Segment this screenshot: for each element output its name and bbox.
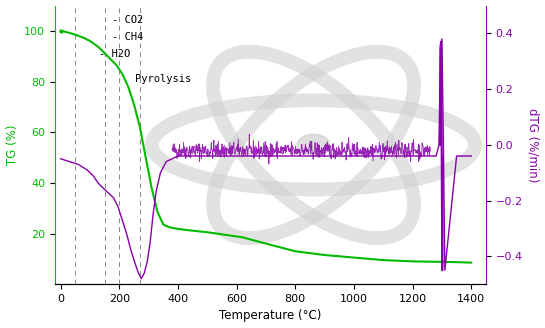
Text: - H2O: - H2O: [99, 50, 130, 59]
Text: - CH4: - CH4: [112, 32, 143, 42]
Y-axis label: dTG (%/min): dTG (%/min): [526, 108, 540, 182]
Y-axis label: TG (%): TG (%): [5, 125, 19, 165]
X-axis label: Temperature (°C): Temperature (°C): [219, 309, 322, 322]
Circle shape: [297, 134, 330, 155]
Text: Pyrolysis: Pyrolysis: [136, 73, 192, 84]
Text: - CO2: - CO2: [112, 15, 143, 25]
